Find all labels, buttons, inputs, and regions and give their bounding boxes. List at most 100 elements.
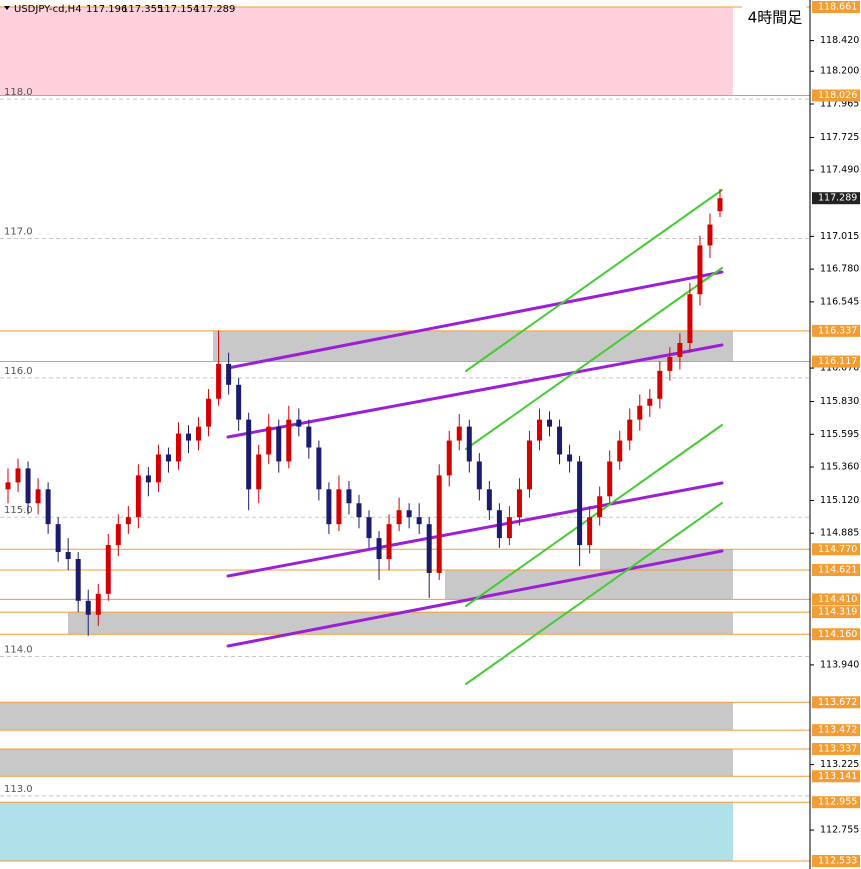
level-label: 113.141	[818, 771, 857, 782]
candles	[5, 189, 723, 636]
level-label-bg	[812, 628, 860, 641]
zone	[213, 330, 733, 362]
candle-body	[657, 370, 663, 399]
candle-body	[677, 342, 683, 357]
y-tick-label: 117.015	[820, 231, 859, 242]
level-label: 112.533	[818, 856, 857, 867]
y-tick-label: 118.200	[820, 66, 859, 77]
candle-body	[35, 489, 41, 504]
trend-line	[465, 267, 723, 450]
level-label: 114.770	[818, 544, 857, 555]
trend-line	[465, 424, 723, 607]
level-label-bg	[812, 1, 860, 13]
candle-body	[697, 245, 703, 295]
level-label-bg	[812, 770, 860, 783]
candle-body	[266, 426, 272, 455]
y-tick-label: 117.490	[820, 165, 859, 176]
level-label-bg	[812, 355, 860, 368]
level-label-bg	[812, 89, 860, 102]
level-label: 114.621	[818, 565, 857, 576]
candle-body	[85, 600, 91, 615]
y-tick-label: 112.755	[820, 825, 859, 836]
level-label: 114.410	[818, 594, 857, 605]
round-level-label: 118.0	[4, 87, 33, 98]
candle-body	[406, 510, 412, 518]
candle-body	[346, 489, 352, 504]
level-label-bg	[812, 696, 860, 709]
zone	[0, 748, 733, 777]
candle-body	[396, 510, 402, 525]
current-price-label: 117.289	[818, 193, 857, 204]
candle-body	[617, 440, 623, 462]
candle-body	[246, 419, 252, 490]
zone	[0, 702, 733, 731]
candle-body	[476, 461, 482, 490]
level-label-bg	[812, 724, 860, 737]
candle-body	[336, 489, 342, 525]
y-tick-label: 114.885	[820, 528, 859, 539]
candle-body	[717, 198, 723, 212]
candle-body	[186, 433, 192, 441]
y-tick-label: 116.070	[820, 363, 859, 374]
symbol-icon	[4, 6, 10, 10]
candle-body	[226, 363, 232, 385]
header-close: 117.289	[194, 4, 235, 15]
round-level-label: 115.0	[4, 505, 33, 516]
chart-title: 4時間足	[748, 9, 803, 27]
zone	[0, 802, 733, 861]
candle-body	[516, 489, 522, 518]
candle-body	[196, 426, 202, 441]
level-label: 118.026	[818, 90, 857, 101]
candle-body	[436, 475, 442, 573]
y-tick-label: 113.225	[820, 759, 859, 770]
level-label: 116.117	[818, 356, 857, 367]
candle-body	[627, 419, 633, 441]
candle-body	[386, 524, 392, 560]
level-label-bg	[812, 855, 860, 867]
trend-line	[226, 343, 724, 439]
symbol: USDJPY-cd,H4	[14, 4, 82, 15]
candle-body	[45, 489, 51, 525]
candle-body	[356, 503, 362, 518]
candle-body	[15, 468, 21, 483]
trend-line	[465, 502, 723, 685]
candle-body	[647, 398, 653, 406]
candle-body	[95, 593, 101, 615]
candle-body	[105, 545, 111, 594]
candle-body	[587, 517, 593, 546]
candle-body	[607, 461, 613, 497]
candle-body	[165, 454, 171, 462]
level-label-bg	[812, 742, 860, 755]
zone	[0, 7, 733, 96]
candle-body	[125, 517, 131, 525]
candle-body	[276, 426, 282, 462]
candle-body	[416, 517, 422, 525]
candle-body	[75, 559, 81, 601]
level-label-bg	[812, 564, 860, 577]
level-label: 116.337	[818, 325, 857, 336]
y-tick-label: 118.420	[820, 35, 859, 46]
price-axis: 118.420 118.200 117.965 117.725 117.490 117.0…	[810, 1, 860, 867]
candle-body	[296, 419, 302, 427]
candle-body	[286, 419, 292, 462]
candle-body	[216, 363, 222, 399]
candle-body	[597, 496, 603, 518]
y-tick-label: 115.830	[820, 396, 859, 407]
zones	[0, 7, 733, 861]
candle-body	[637, 405, 643, 420]
level-label: 113.672	[818, 697, 857, 708]
round-level-label: 117.0	[4, 226, 33, 237]
y-tick-label: 115.360	[820, 462, 859, 473]
level-label: 114.160	[818, 629, 857, 640]
y-tick-label: 117.965	[820, 98, 859, 109]
candle-body	[667, 356, 673, 371]
candle-body	[135, 475, 141, 518]
header-high: 117.355	[122, 4, 163, 15]
level-label-bg	[812, 796, 860, 809]
candle-body	[55, 524, 61, 553]
round-level-label: 113.0	[4, 784, 33, 795]
level-label-bg	[812, 606, 860, 619]
level-label-bg	[812, 543, 860, 556]
candle-body	[466, 426, 472, 462]
candle-body	[506, 517, 512, 539]
